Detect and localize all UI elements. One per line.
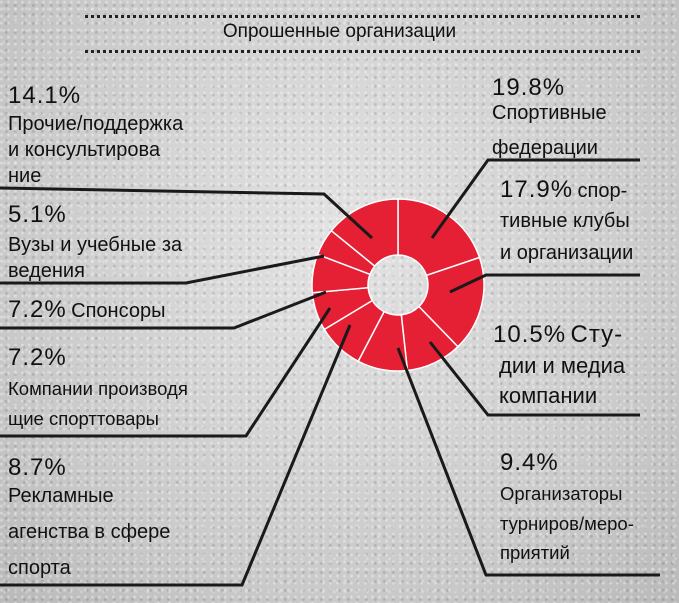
- pct-label: 19.8%: [492, 74, 566, 101]
- label-line: спорта: [8, 557, 71, 579]
- label-line: и организации: [500, 242, 634, 264]
- label-sportgoods-makers: 7.2% Компании производя щие спорттовары: [8, 346, 188, 428]
- pct-label: 8.7%: [8, 454, 67, 481]
- donut-slice: [397, 198, 481, 277]
- label-sport-federations: 19.8% Спортивные федерации: [492, 74, 607, 159]
- label-sponsors: 7.2% Спонсоры: [8, 298, 165, 322]
- chart-title: Опрошенные организации: [222, 21, 457, 42]
- dotted-divider-top: [85, 15, 640, 18]
- label-line: щие спорттовары: [8, 407, 159, 429]
- label-line: Организаторы: [500, 483, 623, 504]
- label-sport-clubs: 17.9% спор- тивные клубы и организации: [500, 176, 634, 264]
- leader-line: [430, 158, 640, 239]
- label-universities: 5.1% Вузы и учебные за ведения: [8, 201, 183, 282]
- pct-label: 7.2%: [8, 296, 67, 323]
- label-line: приятий: [500, 542, 570, 563]
- label-line: Спортивные: [492, 102, 607, 124]
- label-studios-media: 10.5% Сту- дии и медиа компании: [493, 323, 625, 407]
- label-ad-agencies: 8.7% Рекламные агенства в сфере спорта: [8, 454, 171, 579]
- label-line: Рекламные: [8, 485, 114, 507]
- label-other-support: 14.1% Прочие/поддержка и консультирова н…: [8, 82, 184, 187]
- leader-line: [0, 254, 325, 285]
- leader-line: [0, 186, 374, 240]
- label-line: Вузы и учебные за: [8, 234, 183, 256]
- leader-line: [0, 324, 352, 587]
- donut-slice: [417, 256, 485, 348]
- leader-line: [428, 341, 640, 417]
- label-line: агенства в сфере: [8, 521, 171, 543]
- label-line: Сту-: [570, 321, 624, 348]
- label-line: дии и медиа: [499, 353, 626, 378]
- label-line: компании: [499, 383, 598, 408]
- label-line: Компании производя: [8, 378, 188, 399]
- pct-label: 7.2%: [8, 344, 67, 371]
- label-line: турниров/меро-: [500, 512, 634, 534]
- pct-label: 10.5%: [493, 321, 567, 348]
- label-line: ние: [8, 165, 42, 187]
- label-line: Спонсоры: [71, 300, 166, 322]
- pct-label: 14.1%: [8, 82, 82, 109]
- label-line: ведения: [8, 260, 85, 282]
- label-line: и консультирова: [8, 139, 161, 161]
- pct-label: 5.1%: [8, 201, 67, 228]
- label-line: федерации: [492, 137, 598, 159]
- label-line: Прочие/поддержка: [8, 113, 184, 135]
- pct-label: 9.4%: [500, 449, 559, 476]
- leader-line: [396, 347, 660, 577]
- label-tournament-organizers: 9.4% Организаторы турниров/меро- приятий: [500, 451, 634, 563]
- label-line: тивные клубы: [500, 210, 630, 232]
- dotted-divider-bottom: [85, 50, 640, 53]
- leader-line: [0, 307, 332, 438]
- leader-line: [0, 290, 327, 330]
- leader-line: [449, 273, 640, 294]
- label-line: спор-: [577, 180, 628, 202]
- pct-label: 17.9%: [500, 176, 574, 203]
